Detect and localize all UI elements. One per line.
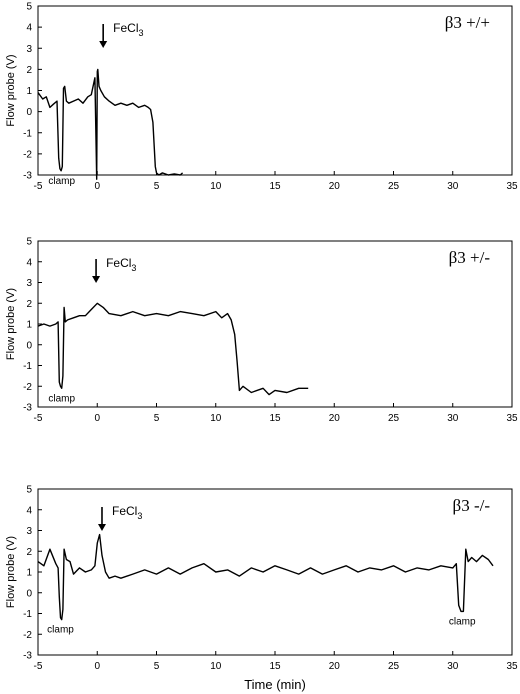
clamp-label: clamp bbox=[48, 393, 75, 404]
flow-trace-series-1 bbox=[37, 68, 184, 180]
x-tick-label: 0 bbox=[94, 181, 100, 192]
y-tick-label: 3 bbox=[26, 44, 32, 55]
x-tick-label: 5 bbox=[154, 661, 160, 672]
x-tick-label: 30 bbox=[447, 413, 459, 424]
y-axis-title: Flow probe (V) bbox=[5, 288, 17, 360]
y-tick-label: -3 bbox=[23, 651, 32, 662]
y-tick-label: 2 bbox=[26, 299, 32, 310]
x-tick-label: 10 bbox=[210, 181, 222, 192]
fecl3-arrowhead bbox=[99, 41, 108, 48]
y-tick-label: -3 bbox=[23, 171, 32, 182]
panel-genotype-label: β3 +/+ bbox=[445, 13, 490, 32]
y-tick-label: -1 bbox=[23, 361, 32, 372]
x-tick-label: 25 bbox=[388, 413, 400, 424]
fecl3-label: FeCl3 bbox=[112, 504, 142, 521]
x-tick-label: -5 bbox=[34, 661, 43, 672]
clamp-label: clamp bbox=[47, 625, 74, 636]
clamp-label: clamp bbox=[449, 616, 476, 627]
y-tick-label: 3 bbox=[26, 278, 32, 289]
y-tick-label: 4 bbox=[26, 257, 32, 268]
x-tick-label: 0 bbox=[94, 661, 100, 672]
y-tick-label: -3 bbox=[23, 403, 32, 414]
x-tick-label: 15 bbox=[269, 181, 281, 192]
y-tick-label: 4 bbox=[26, 23, 32, 34]
x-tick-label: 5 bbox=[154, 413, 160, 424]
x-tick-label: 30 bbox=[447, 181, 459, 192]
fecl3-arrowhead bbox=[92, 276, 101, 283]
y-tick-label: 2 bbox=[26, 65, 32, 76]
x-tick-label: 15 bbox=[269, 661, 281, 672]
x-tick-label: -5 bbox=[34, 413, 43, 424]
y-tick-label: 1 bbox=[26, 568, 32, 579]
y-tick-label: -1 bbox=[23, 128, 32, 139]
y-tick-label: 3 bbox=[26, 526, 32, 537]
x-tick-label: 35 bbox=[506, 661, 518, 672]
y-axis-title: Flow probe (V) bbox=[5, 536, 17, 608]
plot-frame bbox=[37, 5, 513, 176]
flow-trace-series-1 bbox=[37, 302, 309, 396]
y-tick-label: 0 bbox=[26, 107, 32, 118]
panel-genotype-label: β3 -/- bbox=[453, 496, 491, 515]
x-tick-label: 10 bbox=[210, 413, 222, 424]
x-tick-label: 35 bbox=[506, 181, 518, 192]
x-tick-label: -5 bbox=[34, 181, 43, 192]
y-tick-label: -2 bbox=[23, 630, 32, 641]
x-tick-label: 25 bbox=[388, 181, 400, 192]
y-tick-label: 1 bbox=[26, 320, 32, 331]
flow-trace-series-1 bbox=[37, 533, 494, 621]
x-tick-label: 20 bbox=[329, 661, 341, 672]
fecl3-label: FeCl3 bbox=[113, 21, 143, 38]
panel-genotype-label: β3 +/- bbox=[449, 248, 491, 267]
y-tick-label: 5 bbox=[26, 485, 32, 496]
x-tick-label: 35 bbox=[506, 413, 518, 424]
y-tick-label: 4 bbox=[26, 505, 32, 516]
y-tick-label: 5 bbox=[26, 237, 32, 248]
y-tick-label: 2 bbox=[26, 547, 32, 558]
x-tick-label: 25 bbox=[388, 661, 400, 672]
fecl3-arrowhead bbox=[97, 524, 106, 531]
plot-frame bbox=[37, 488, 513, 656]
x-tick-label: 10 bbox=[210, 661, 222, 672]
x-tick-label: 20 bbox=[329, 413, 341, 424]
x-tick-label: 20 bbox=[329, 181, 341, 192]
y-tick-label: 1 bbox=[26, 86, 32, 97]
x-tick-label: 15 bbox=[269, 413, 281, 424]
y-tick-label: -2 bbox=[23, 382, 32, 393]
fecl3-label: FeCl3 bbox=[106, 256, 136, 273]
x-tick-label: 30 bbox=[447, 661, 459, 672]
y-tick-label: 0 bbox=[26, 340, 32, 351]
clamp-label: clamp bbox=[48, 176, 75, 187]
x-axis-title: Time (min) bbox=[244, 677, 306, 692]
y-tick-label: -1 bbox=[23, 609, 32, 620]
y-tick-label: 0 bbox=[26, 588, 32, 599]
x-tick-label: 5 bbox=[154, 181, 160, 192]
y-tick-label: -2 bbox=[23, 149, 32, 160]
x-tick-label: 0 bbox=[94, 413, 100, 424]
y-axis-title: Flow probe (V) bbox=[5, 54, 17, 126]
y-tick-label: 5 bbox=[26, 2, 32, 13]
